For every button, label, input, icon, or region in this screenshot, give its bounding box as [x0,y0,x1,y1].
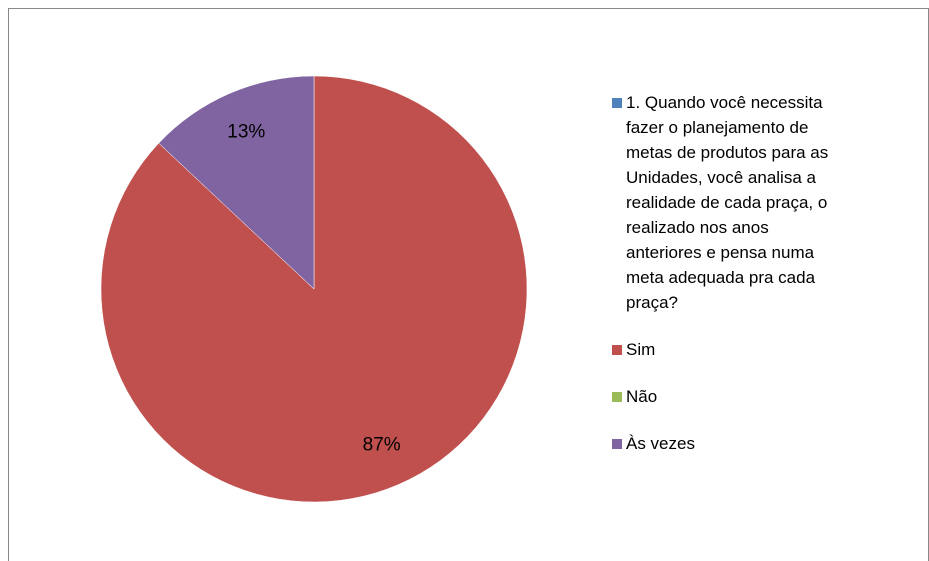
pie-slice [158,75,315,290]
legend-label: Sim [626,340,656,359]
data-label: 13% [227,122,265,143]
legend-label: 1. Quando você necessita fazer o planeja… [626,93,829,312]
legend: 1. Quando você necessita fazer o planeja… [610,90,845,478]
legend-swatch [612,392,622,402]
legend-entry: Não [610,384,845,409]
legend-swatch [612,439,622,449]
legend-entry: 1. Quando você necessita fazer o planeja… [610,90,845,315]
legend-entry: Sim [610,337,845,362]
legend-label: Às vezes [626,434,695,453]
data-label: 87% [363,434,401,455]
legend-label: Não [626,387,658,406]
legend-swatch [612,98,622,108]
legend-swatch [612,345,622,355]
legend-entry: Às vezes [610,431,845,456]
